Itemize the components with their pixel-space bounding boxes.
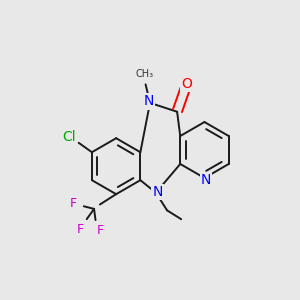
Text: Cl: Cl bbox=[62, 130, 76, 145]
Text: N: N bbox=[201, 173, 211, 187]
Text: F: F bbox=[96, 224, 103, 237]
Text: O: O bbox=[182, 77, 192, 91]
Text: F: F bbox=[77, 223, 84, 236]
Text: N: N bbox=[143, 94, 154, 108]
Text: N: N bbox=[152, 185, 163, 199]
Text: F: F bbox=[70, 197, 77, 210]
Text: CH₃: CH₃ bbox=[136, 69, 154, 79]
